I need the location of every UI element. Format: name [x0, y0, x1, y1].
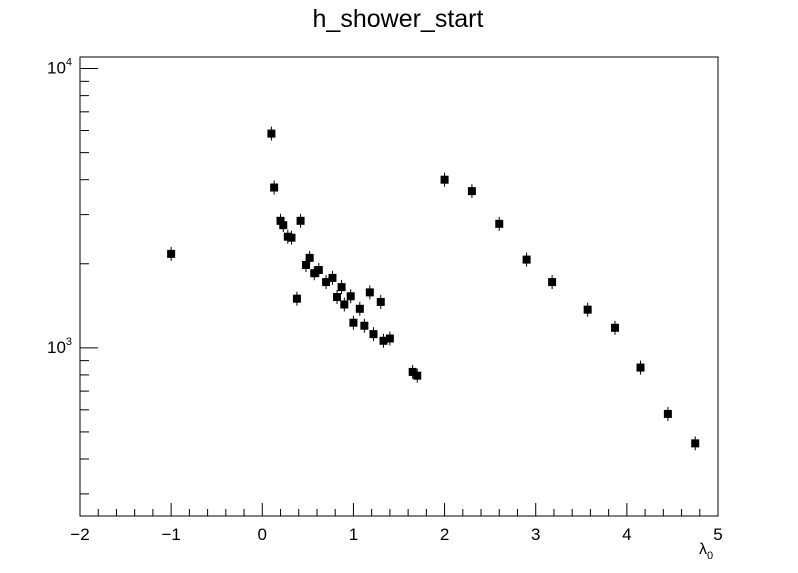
data-point [663, 409, 672, 418]
data-point [365, 288, 374, 297]
x-tick-label: 5 [713, 525, 722, 544]
data-point [292, 294, 301, 303]
data-point [355, 304, 364, 313]
x-axis-title: λ0 [699, 541, 713, 562]
data-point [167, 249, 176, 258]
data-point [691, 439, 700, 448]
data-point [611, 323, 620, 332]
x-tick-label: 2 [440, 525, 449, 544]
x-tick-label: −1 [161, 525, 180, 544]
data-point [360, 321, 369, 330]
x-tick-label: 3 [531, 525, 540, 544]
x-tick-label: 0 [258, 525, 267, 544]
chart-title: h_shower_start [313, 5, 484, 33]
data-points [167, 126, 700, 451]
data-point [583, 305, 592, 314]
data-point [287, 233, 296, 242]
data-point [279, 221, 288, 230]
data-point [314, 265, 323, 274]
data-point [349, 318, 358, 327]
x-tick-label: −2 [70, 525, 89, 544]
data-point [267, 129, 276, 138]
y-tick-label: 103 [47, 336, 72, 357]
data-point [333, 293, 342, 302]
data-point [495, 219, 504, 228]
x-axis: −2 −1 0 1 2 3 4 5 [70, 503, 723, 544]
data-point [385, 334, 394, 343]
data-point [369, 330, 378, 339]
data-point [322, 278, 331, 287]
y-axis: 103 104 [47, 57, 98, 495]
data-point [305, 253, 314, 262]
data-point [408, 367, 417, 376]
data-point [337, 283, 346, 292]
data-point [413, 371, 422, 380]
data-point [346, 292, 355, 301]
data-point [276, 216, 285, 225]
data-point [548, 278, 557, 287]
data-point [296, 216, 305, 225]
data-point [328, 273, 337, 282]
plot-frame [79, 56, 719, 517]
x-tick-label: 1 [349, 525, 358, 544]
data-point [467, 187, 476, 196]
data-point [310, 269, 319, 278]
data-point [636, 363, 645, 372]
data-point [302, 260, 311, 269]
data-point [440, 175, 449, 184]
data-point [379, 336, 388, 345]
data-point [522, 255, 531, 264]
x-tick-label: 4 [622, 525, 631, 544]
data-point [340, 300, 349, 309]
data-point [376, 297, 385, 306]
y-tick-label: 104 [47, 57, 72, 78]
data-point [270, 183, 279, 192]
